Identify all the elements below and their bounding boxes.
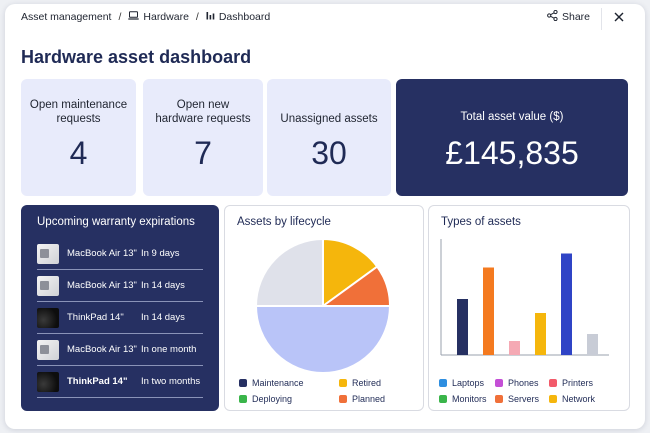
breadcrumb-asset-management[interactable]: Asset management [21,11,112,23]
macbook-thumbnail [37,243,59,264]
legend-item-planned: Planned [339,394,385,404]
legend-item-network: Network [549,394,595,404]
kpi-unassigned-assets: Unassigned assets 30 [267,79,391,196]
list-item[interactable]: MacBook Air 13" In one month [37,334,203,366]
macbook-thumbnail [37,275,59,296]
legend-swatch [495,379,503,387]
legend-item-phones: Phones [495,378,539,388]
legend-label: Servers [508,394,540,404]
legend-label: Laptops [452,378,485,388]
bar-phones [535,313,546,355]
thinkpad-thumbnail [37,307,59,328]
legend-swatch [549,395,557,403]
legend-label: Monitors [452,394,487,404]
asset-types-chart-title: Types of assets [441,216,521,228]
list-item[interactable]: MacBook Air 13" In 9 days [37,238,203,270]
legend-swatch [549,379,557,387]
warranty-item-when: In 14 days [141,312,185,323]
legend-label: Retired [352,378,382,388]
warranty-item-name: MacBook Air 13" [67,280,137,291]
legend-item-deploying: Deploying [239,394,292,404]
breadcrumb-separator: / [195,11,199,23]
legend-swatch [439,395,447,403]
breadcrumb-separator: / [118,11,122,23]
close-button[interactable] [610,8,628,26]
kpi-value: £145,835 [445,135,579,171]
kpi-label: Total asset value ($) [460,111,564,123]
warranty-item-name: MacBook Air 13" [67,248,137,259]
legend-item-servers: Servers [495,394,539,404]
breadcrumb-dashboard[interactable]: Dashboard [218,11,271,23]
legend-item-laptops: Laptops [439,378,484,388]
warranty-item-name: ThinkPad 14" [67,312,124,323]
legend-label: Printers [562,378,594,388]
share-label: Share [562,11,591,23]
legend-item-maintenance: Maintenance [239,378,304,388]
legend-swatch [239,379,247,387]
legend-item-retired: Retired [339,378,381,388]
lifecycle-chart-panel: Assets by lifecycle Maintenance Retired … [224,205,424,411]
share-button[interactable]: Share [547,9,591,24]
warranty-title: Upcoming warranty expirations [37,216,195,228]
warranty-item-when: In 14 days [141,280,185,291]
legend-item-monitors: Monitors [439,394,487,404]
warranty-item-when: In 9 days [141,248,180,259]
kpi-open-new-hardware: Open new hardware requests 7 [143,79,263,196]
list-item[interactable]: MacBook Air 13" In 14 days [37,270,203,302]
pie-slice-deploying [254,305,392,374]
warranty-panel: Upcoming warranty expirations MacBook Ai… [21,205,219,411]
legend-label: Planned [352,394,386,404]
legend-swatch [239,395,247,403]
dashboard-modal: Asset management / Hardware / Dashboard … [5,4,645,429]
kpi-open-maintenance: Open maintenance requests 4 [21,79,136,196]
list-item[interactable]: ThinkPad 14" In two months [37,366,203,398]
page-title: Hardware asset dashboard [21,47,252,67]
pie-slice-retired [322,237,379,308]
kpi-total-asset-value: Total asset value ($) £145,835 [396,79,628,196]
bar-printers [587,334,598,355]
thinkpad-thumbnail [37,371,59,392]
warranty-item-when: In one month [141,344,197,355]
macbook-thumbnail [37,339,59,360]
legend-label: Phones [508,378,539,388]
kpi-label: Unassigned assets [280,113,378,125]
kpi-value: 30 [311,135,347,171]
laptop-icon [128,11,140,23]
asset-types-chart-panel: Types of assets Laptops Phones Printers … [428,205,630,411]
bar-monitors [483,267,494,355]
top-bar: Asset management / Hardware / Dashboard … [5,4,645,30]
header-divider [601,8,602,30]
lifecycle-pie-chart [254,237,392,374]
breadcrumb: Asset management / Hardware / Dashboard [21,11,270,23]
legend-label: Deploying [252,394,293,404]
legend-label: Network [562,394,596,404]
bar-chart-icon [206,11,215,23]
share-icon [547,9,558,24]
bar-servers [509,341,520,355]
legend-item-printers: Printers [549,378,593,388]
lifecycle-chart-title: Assets by lifecycle [237,216,331,228]
pie-slice-maintenance [254,237,324,307]
legend-swatch [495,395,503,403]
bar-laptops [457,299,468,355]
kpi-label: Open maintenance requests [29,99,128,125]
bar-network [561,253,572,355]
kpi-value: 7 [194,135,212,171]
kpi-label: Open new hardware requests [155,99,251,125]
list-item[interactable]: ThinkPad 14" In 14 days [37,302,203,334]
warranty-item-when: In two months [141,376,201,387]
legend-swatch [439,379,447,387]
kpi-value: 4 [69,135,88,171]
legend-swatch [339,379,347,387]
close-icon [610,12,628,30]
asset-types-bar-chart [440,239,609,356]
breadcrumb-hardware[interactable]: Hardware [143,11,189,23]
warranty-item-name: MacBook Air 13" [67,344,137,355]
warranty-item-name: ThinkPad 14" [67,376,128,387]
legend-label: Maintenance [252,378,304,388]
legend-swatch [339,395,347,403]
